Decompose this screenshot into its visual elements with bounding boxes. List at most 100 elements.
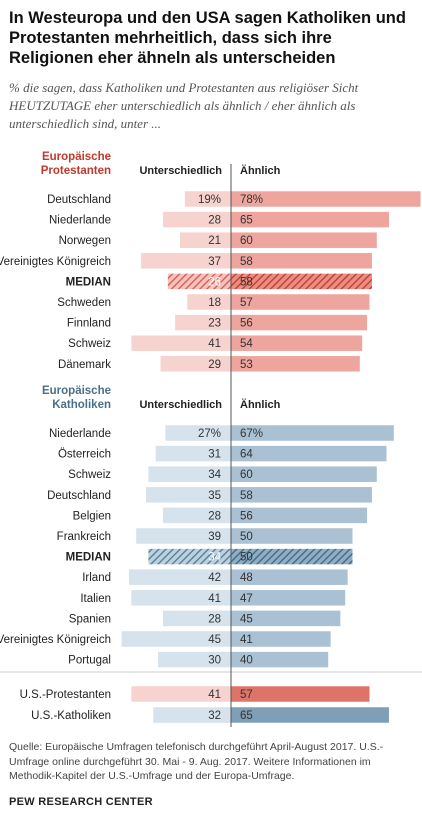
group1-left-bar-7 (128, 569, 231, 585)
group1-left-bar-11 (158, 651, 231, 668)
group0-left-value-3: 37 (208, 256, 221, 268)
group1-right-value-8: 47 (240, 593, 253, 605)
group1-category-label-10: Vereinigtes Königreich (0, 634, 111, 646)
group1-left-value-4: 28 (208, 510, 221, 522)
group1-category-label-5: Frankreich (57, 531, 111, 543)
group1-left-bar-9 (162, 610, 231, 627)
group0-left-bar-7 (131, 335, 231, 351)
chart-subtitle: % die sagen, dass Katholiken und Protest… (9, 80, 359, 131)
group0-left-bar-5 (187, 294, 231, 310)
group-header-line1-0: Europäische (42, 151, 111, 163)
us-row-category-label-1: U.S.-Katholiken (31, 710, 111, 722)
group0-left-value-2: 21 (208, 235, 221, 247)
group0-category-label-4: MEDIAN (66, 276, 111, 288)
us-row-left-value-1: 32 (208, 710, 221, 722)
group0-left-bar-0 (184, 191, 231, 207)
group1-right-value-6: 50 (240, 552, 253, 564)
group0-category-label-5: Schweden (57, 297, 111, 309)
source-note: Quelle: Europäische Umfragen telefonisch… (9, 741, 384, 782)
group0-left-bar-8 (160, 356, 231, 372)
group0-right-bar-7 (231, 335, 363, 351)
group1-left-bar-6 (148, 548, 231, 565)
group0-right-bar-8 (231, 356, 360, 372)
right-axis-label-0: Ähnlich (240, 164, 281, 177)
group1-left-value-11: 30 (208, 655, 221, 667)
group-header-line1-1: Europäische (42, 385, 111, 397)
group0-right-bar-6 (231, 314, 368, 331)
group1-category-label-2: Schweiz (68, 469, 111, 481)
diverging-bar-chart: Europäische Protestanten Unterschiedlich Äh… (0, 151, 422, 727)
group1-right-bar-4 (231, 507, 368, 524)
left-axis-label-1: Unterschiedlich (139, 399, 222, 411)
group0-right-value-3: 58 (240, 256, 253, 268)
us-row-right-bar-0 (231, 686, 370, 702)
group0-right-bar-3 (231, 253, 372, 269)
group0-right-value-0: 78% (240, 194, 263, 206)
group1-right-value-2: 60 (240, 469, 253, 481)
chart-title: In Westeuropa und den USA sagen Katholik… (9, 9, 406, 67)
us-row-category-label-0: U.S.-Protestanten (20, 689, 111, 701)
group0-left-value-8: 29 (208, 359, 221, 371)
group1-category-label-4: Belgien (73, 510, 111, 522)
group1-category-label-1: Österreich (58, 449, 111, 461)
us-row-right-value-1: 65 (240, 710, 253, 722)
group0-left-value-7: 41 (208, 338, 221, 350)
group1-category-label-6: MEDIAN (66, 552, 111, 564)
group0-right-value-1: 65 (240, 215, 253, 227)
group0-right-value-8: 53 (240, 359, 253, 371)
group1-left-bar-0 (165, 425, 231, 441)
group1-right-value-5: 50 (240, 531, 253, 543)
group1-left-bar-1 (155, 445, 231, 462)
group1-left-bar-8 (131, 590, 231, 606)
group1-right-bar-9 (231, 610, 341, 627)
group1-right-bar-0 (231, 425, 394, 441)
group1-category-label-7: Irland (82, 572, 111, 584)
group1-left-bar-10 (121, 631, 231, 647)
group0-left-value-6: 23 (208, 318, 221, 330)
group1-category-label-3: Deutschland (47, 490, 111, 502)
group0-right-value-4: 58 (240, 276, 253, 288)
group1-left-value-3: 35 (208, 490, 221, 502)
group1-left-value-1: 31 (208, 449, 221, 461)
group0-right-value-6: 56 (240, 318, 253, 330)
group1-right-bar-7 (231, 569, 348, 585)
us-row-left-bar-0 (131, 686, 231, 702)
group1-left-value-9: 28 (208, 613, 221, 625)
group0-right-value-5: 57 (240, 297, 253, 309)
group1-left-value-6: 34 (208, 552, 221, 564)
group1-category-label-11: Portugal (68, 655, 111, 667)
group1-left-value-2: 34 (208, 469, 221, 481)
group1-right-bar-8 (231, 590, 346, 606)
group0-left-value-1: 28 (208, 215, 221, 227)
group0-right-bar-4 (231, 273, 372, 290)
group1-right-value-4: 56 (240, 510, 253, 522)
group0-right-bar-5 (231, 294, 370, 310)
group1-category-label-0: Niederlande (49, 428, 111, 440)
group1-right-value-7: 48 (240, 572, 253, 584)
group-header-line2-0: Protestanten (41, 165, 111, 177)
group1-left-value-8: 41 (208, 593, 221, 605)
group0-category-label-8: Dänemark (58, 359, 111, 371)
us-row-left-value-0: 41 (208, 689, 221, 701)
group1-right-bar-6 (231, 548, 353, 565)
left-axis-label-0: Unterschiedlich (139, 165, 222, 177)
group0-left-bar-6 (175, 314, 231, 331)
group1-right-value-9: 45 (240, 613, 253, 625)
group1-right-bar-11 (231, 651, 329, 668)
group0-left-bar-2 (179, 232, 231, 248)
group1-left-value-5: 39 (208, 531, 221, 543)
group0-category-label-7: Schweiz (68, 338, 111, 350)
group1-left-bar-2 (148, 466, 231, 482)
group1-right-value-10: 41 (240, 634, 253, 646)
group1-left-bar-5 (136, 528, 231, 544)
right-axis-label-1: Ähnlich (240, 398, 281, 411)
group1-right-value-1: 64 (240, 449, 253, 461)
group1-right-bar-3 (231, 487, 372, 503)
group1-right-value-3: 58 (240, 490, 253, 502)
group1-left-value-0: 27% (198, 428, 221, 440)
group0-left-bar-3 (141, 253, 231, 269)
group1-right-bar-10 (231, 631, 331, 647)
us-row-right-value-0: 57 (240, 689, 253, 701)
group1-right-bar-5 (231, 528, 353, 544)
group0-right-value-7: 54 (240, 338, 253, 350)
